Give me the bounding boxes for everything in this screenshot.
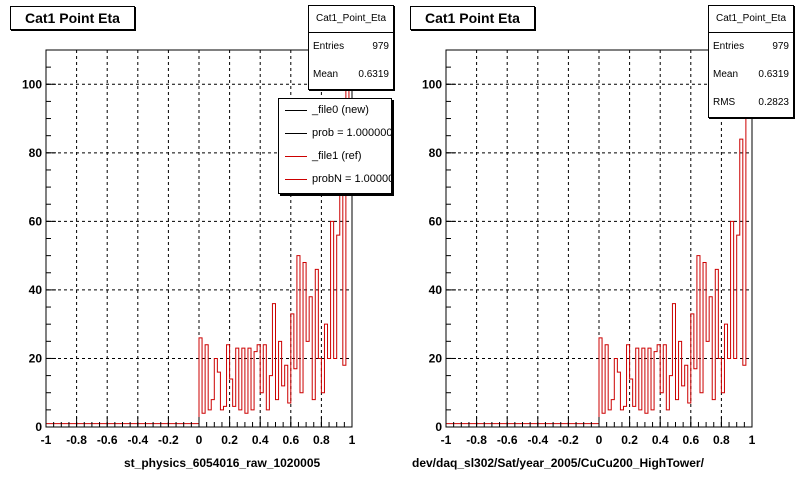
y-tick-label: 0 [35, 420, 42, 434]
x-tick-label: -1 [41, 433, 52, 447]
x-tick-label: 0.8 [313, 433, 330, 447]
histogram-plot-left: -1 -0.8 -0.6 -0.4 -0.2 0 0.2 0.4 0.6 0.8 1 0 20 40 60 8… [22, 49, 356, 447]
x-tick-label: -0.2 [558, 433, 579, 447]
stats-value: 0.2823 [758, 97, 789, 108]
x-tick-label: -0.4 [127, 433, 148, 447]
stats-label: Entries [313, 41, 345, 52]
legend-line-swatch [285, 133, 307, 134]
stats-box: Cat1_Point_Eta Entries 979 Mean 0.6319 R… [708, 5, 794, 118]
y-tick-label: 40 [29, 283, 43, 297]
legend-line-swatch [285, 179, 307, 180]
legend-entry: _file1 (ref) [279, 145, 391, 168]
right-panel: -1 -0.8 -0.6 -0.4 -0.2 0 0.2 0.4 0.6 0.8 1 0 20 40 60 8… [400, 0, 800, 480]
stats-label: Mean [313, 69, 339, 80]
histogram-title: Cat1 Point Eta [10, 6, 135, 30]
y-tick-label: 80 [429, 146, 443, 160]
y-tick-label: 100 [422, 77, 442, 91]
x-tick-label: -1 [441, 433, 452, 447]
x-tick-label: 0.8 [713, 433, 730, 447]
y-tick-label: 80 [29, 146, 43, 160]
y-tick-label: 40 [429, 283, 443, 297]
stats-value: 979 [772, 41, 789, 52]
y-tick-label: 60 [429, 214, 443, 228]
x-tick-label: 0.6 [282, 433, 299, 447]
histogram-series-line [446, 70, 753, 427]
legend-label: prob = 1.000000 [312, 127, 392, 139]
y-tick-label: 20 [29, 351, 43, 365]
stats-title: Cat1_Point_Eta [709, 6, 793, 33]
x-tick-label: -0.8 [466, 433, 487, 447]
histogram-title: Cat1 Point Eta [410, 6, 535, 30]
histogram-series-line [46, 70, 353, 427]
y-tick-label: 20 [429, 351, 443, 365]
x-tick-label: 0 [596, 433, 603, 447]
stats-value: 979 [372, 41, 389, 52]
stats-row-mean: Mean 0.6319 [709, 61, 793, 89]
stats-title: Cat1_Point_Eta [309, 6, 393, 33]
x-tick-label: -0.4 [527, 433, 548, 447]
stats-value: 0.6319 [758, 69, 789, 80]
stats-value: 0.6319 [358, 69, 389, 80]
legend-label: probN = 1.000000 [312, 173, 392, 185]
y-tick-label: 100 [22, 77, 42, 91]
stats-label: RMS [713, 97, 736, 108]
x-tick-label: -0.8 [66, 433, 87, 447]
x-tick-label: 1 [749, 433, 756, 447]
legend-label: _file1 (ref) [312, 150, 362, 162]
x-tick-label: 0.6 [682, 433, 699, 447]
stats-label: Mean [713, 69, 739, 80]
legend-label: _file0 (new) [312, 104, 369, 116]
y-tick-label: 60 [29, 214, 43, 228]
stats-box: Cat1_Point_Eta Entries 979 Mean 0.6319 [308, 5, 394, 90]
x-tick-label: 0.4 [652, 433, 669, 447]
x-tick-label: -0.6 [497, 433, 518, 447]
x-tick-label: -0.6 [97, 433, 118, 447]
legend-entry: probN = 1.000000 [279, 168, 391, 191]
x-tick-label: 0.2 [621, 433, 638, 447]
stats-row-entries: Entries 979 [709, 33, 793, 61]
legend-line-swatch [285, 110, 307, 111]
legend-box: _file0 (new) prob = 1.000000 _file1 (ref… [278, 98, 392, 194]
stats-label: Entries [713, 41, 745, 52]
x-tick-label: 1 [349, 433, 356, 447]
x-axis-title: st_physics_6054016_raw_1020005 [124, 456, 321, 470]
x-axis-title: dev/daq_sl302/Sat/year_2005/CuCu200_High… [412, 456, 704, 470]
legend-line-swatch [285, 156, 307, 157]
x-tick-label: 0 [196, 433, 203, 447]
x-tick-label: -0.2 [158, 433, 179, 447]
legend-entry: _file0 (new) [279, 99, 391, 122]
stats-row-mean: Mean 0.6319 [309, 61, 393, 89]
stats-row-rms: RMS 0.2823 [709, 89, 793, 117]
left-panel: -1 -0.8 -0.6 -0.4 -0.2 0 0.2 0.4 0.6 0.8 1 0 20 40 60 8… [10, 5, 394, 470]
legend-entry: prob = 1.000000 [279, 122, 391, 145]
x-tick-label: 0.4 [252, 433, 269, 447]
x-tick-label: 0.2 [221, 433, 238, 447]
stats-row-entries: Entries 979 [309, 33, 393, 61]
y-tick-label: 0 [435, 420, 442, 434]
